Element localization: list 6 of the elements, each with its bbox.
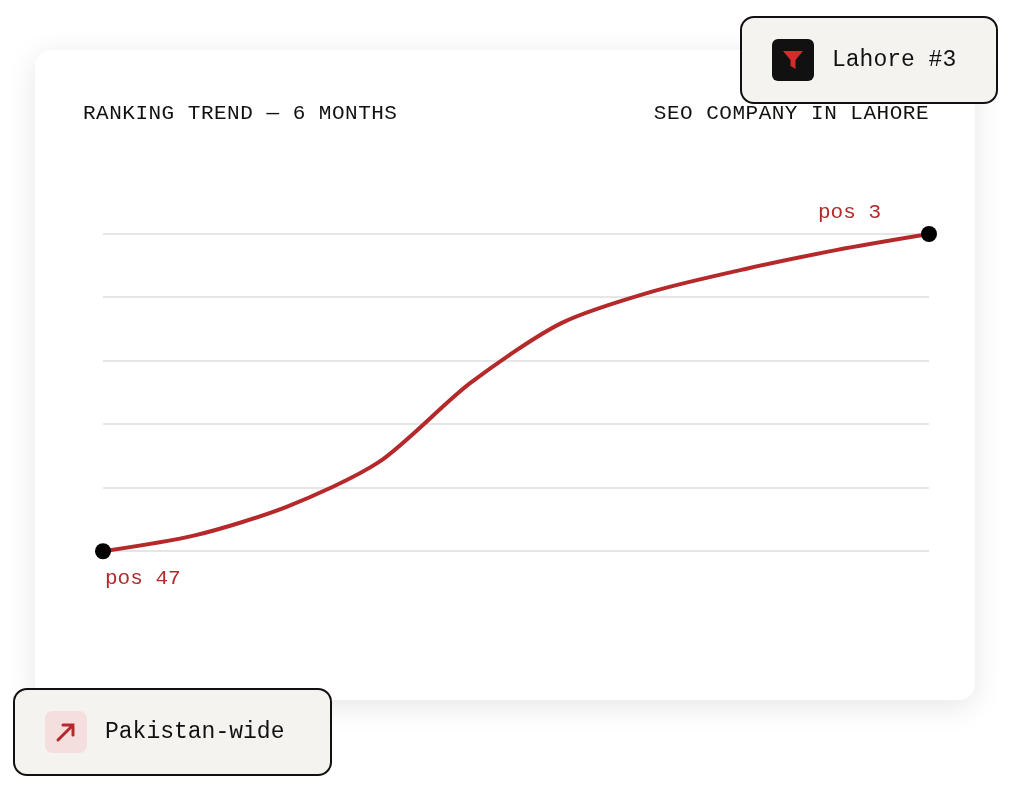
chart-subtitle: SEO COMPANY IN LAHORE — [653, 102, 929, 125]
chart-title: RANKING TREND — 6 MONTHS — [83, 102, 398, 125]
text: pos 47 — [105, 567, 181, 590]
text: Pakistan-wide — [105, 719, 285, 745]
text: Lahore #3 — [832, 47, 957, 73]
text: pos 3 — [818, 201, 882, 224]
